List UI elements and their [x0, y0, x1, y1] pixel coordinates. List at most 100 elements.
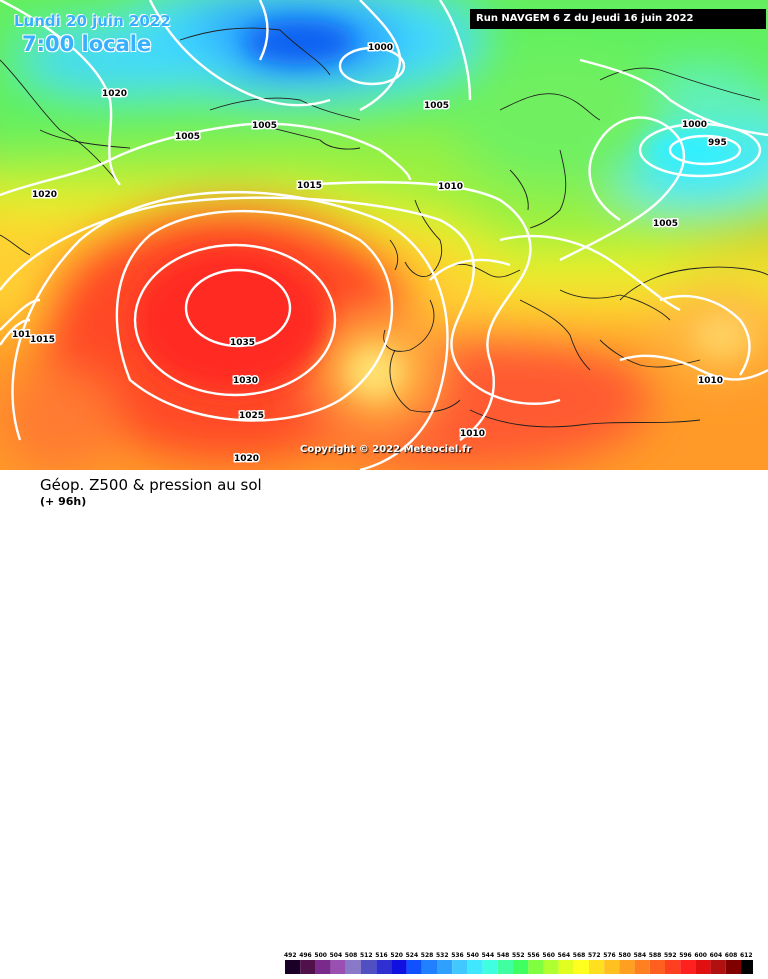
isobar-label: 995	[708, 138, 727, 148]
isobar-label: 1015	[297, 181, 322, 191]
isobar-label: 101	[12, 330, 31, 340]
copyright-notice: Copyright © 2022 Meteociel.fr	[300, 444, 472, 455]
isobar-label: 1020	[102, 89, 127, 99]
legend-color-swatch	[285, 960, 301, 974]
legend-color-swatch	[604, 960, 620, 974]
isobar-1010	[299, 181, 532, 441]
legend-level-label: 576	[603, 952, 616, 959]
legend-level-label: 520	[390, 952, 403, 959]
isobar-1000-north	[579, 58, 768, 137]
isobar-label: 1005	[175, 132, 200, 142]
chart-parameter-title: Géop. Z500 & pression au sol	[40, 476, 262, 494]
legend-level-label: 532	[436, 952, 449, 959]
legend-level-label: 572	[588, 952, 601, 959]
legend-color-swatch	[467, 960, 483, 974]
isobar-label: 1010	[438, 182, 463, 192]
legend-level-label: 492	[284, 952, 297, 959]
legend-level-label: 508	[345, 952, 358, 959]
legend-level-label: 524	[406, 952, 419, 959]
legend-color-swatch	[452, 960, 468, 974]
legend-level-label: 516	[375, 952, 388, 959]
legend-color-swatch	[497, 960, 513, 974]
legend-level-label: 496	[299, 952, 312, 959]
legend-level-label: 596	[679, 952, 692, 959]
isobar-1005-b	[148, 0, 331, 107]
legend-level-label: 592	[664, 952, 677, 959]
isobar-1020	[11, 191, 449, 470]
isobar-1020-north	[0, 0, 121, 186]
isobar-label: 1030	[233, 376, 258, 386]
legend-level-label: 544	[482, 952, 495, 959]
isobar-1005-a	[0, 122, 412, 197]
weather-map: 1000 1020 1005 1005 1005 1000 995 1015 1…	[0, 0, 768, 470]
isobar-label: 1025	[239, 411, 264, 421]
isobar-label: 1035	[230, 338, 255, 348]
legend-level-label: 588	[649, 952, 662, 959]
legend-level-label: 604	[710, 952, 723, 959]
legend-level-label: 548	[497, 952, 510, 959]
map-canvas: 1000 1020 1005 1005 1005 1000 995 1015 1…	[0, 0, 768, 470]
legend-color-swatch	[513, 960, 529, 974]
isobar-1010-east	[619, 354, 768, 381]
legend-level-label: 556	[527, 952, 540, 959]
legend-color-swatch	[573, 960, 589, 974]
isobar-1015	[0, 196, 561, 405]
legend-level-label: 608	[725, 952, 738, 959]
legend-color-swatch	[558, 960, 574, 974]
isobars	[0, 0, 768, 470]
isobar-1010-mid	[499, 234, 681, 312]
legend-level-label: 584	[634, 952, 647, 959]
isobar-1000-east	[638, 122, 762, 178]
legend-level-label: 504	[330, 952, 343, 959]
legend-level-label: 612	[740, 952, 753, 959]
legend-color-swatch	[315, 960, 331, 974]
legend-level-label: 560	[542, 952, 555, 959]
legend-color-swatch	[665, 960, 681, 974]
legend-level-label: 512	[360, 952, 373, 959]
legend-color-swatch	[376, 960, 392, 974]
isobar-1000	[338, 46, 406, 86]
legend-color-swatch	[710, 960, 726, 974]
legend-color-swatch	[300, 960, 316, 974]
isobar-label: 1005	[424, 101, 449, 111]
isobar-1010-east-b	[659, 294, 751, 376]
legend-color-swatch	[437, 960, 453, 974]
legend-level-label: 500	[314, 952, 327, 959]
forecast-range: (+ 96h)	[40, 495, 87, 508]
isobar-1030	[133, 243, 337, 397]
legend-color-swatch	[725, 960, 741, 974]
legend-color-swatch	[391, 960, 407, 974]
legend-level-label: 536	[451, 952, 464, 959]
legend-level-label: 600	[694, 952, 707, 959]
map-footer: Géop. Z500 & pression au sol (+ 96h) 492…	[0, 470, 768, 974]
isobar-995	[668, 134, 742, 166]
isobar-label: 1000	[368, 43, 393, 53]
legend-color-swatch	[361, 960, 377, 974]
isobar-label: 1020	[234, 454, 259, 464]
isobar-label: 1005	[252, 121, 277, 131]
legend-color-swatch	[528, 960, 544, 974]
legend-color-swatch	[680, 960, 696, 974]
legend-color-swatch	[695, 960, 711, 974]
isobar-1015-west	[0, 298, 41, 331]
geopotential-field	[0, 0, 768, 470]
legend-color-swatch	[330, 960, 346, 974]
forecast-date: Lundi 20 juin 2022	[14, 12, 171, 30]
color-scale-legend: 492 496 500 504 508 512 516 520 524 528 532 536 540 5…	[284, 952, 753, 974]
isobar-labels: 1000 1020 1005 1005 1005 1000 995 1015 1…	[11, 42, 729, 466]
isobar-1005-c	[359, 0, 402, 112]
legend-color-swatch	[482, 960, 498, 974]
isobar-label: 1005	[653, 219, 678, 229]
coastlines	[0, 27, 768, 428]
isobar-label: 1020	[32, 190, 57, 200]
legend-level-label: 528	[421, 952, 434, 959]
legend-color-swatch	[741, 960, 753, 974]
isobar-label: 1015	[30, 335, 55, 345]
isobar-1005-d	[439, 0, 472, 101]
isobar-1025	[115, 209, 394, 422]
legend-level-label: 552	[512, 952, 525, 959]
legend-level-label: 540	[466, 952, 479, 959]
model-run-banner: Run NAVGEM 6 Z du Jeudi 16 juin 2022	[470, 9, 766, 29]
isobar-101-west	[0, 318, 31, 346]
isobar-1035	[184, 268, 292, 348]
